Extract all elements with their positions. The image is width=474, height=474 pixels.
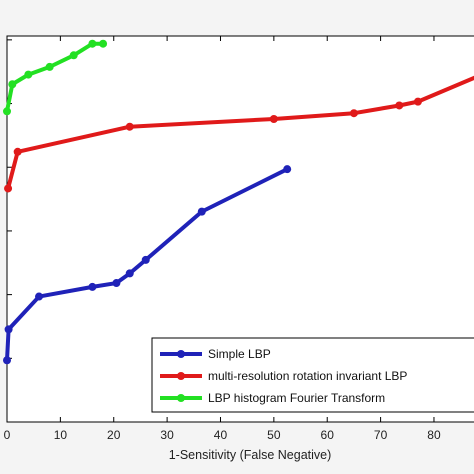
data-point — [24, 70, 33, 79]
data-point — [395, 101, 404, 110]
legend: Simple LBP multi-resolution rotation inva… — [151, 337, 474, 413]
data-point — [8, 80, 17, 89]
series-layer — [3, 39, 474, 365]
data-point — [3, 356, 11, 365]
series-1 — [4, 75, 474, 193]
legend-label: Simple LBP — [208, 347, 271, 361]
legend-item: Simple LBP — [160, 347, 271, 361]
legend-item: multi-resolution rotation invariant LBP — [160, 369, 407, 383]
data-point — [4, 184, 13, 193]
x-tick-label: 0 — [4, 428, 11, 442]
data-point — [349, 109, 358, 118]
data-point — [4, 325, 13, 334]
series-0 — [3, 165, 292, 365]
legend-marker — [177, 350, 185, 358]
data-point — [197, 207, 206, 216]
x-tick-label: 20 — [107, 428, 121, 442]
x-tick-label: 60 — [321, 428, 335, 442]
legend-marker — [177, 372, 185, 380]
x-tick-label: 30 — [160, 428, 174, 442]
x-tick-label: 80 — [427, 428, 441, 442]
data-point — [269, 114, 278, 123]
data-point — [13, 147, 22, 156]
x-tick-label: 70 — [374, 428, 388, 442]
data-point — [413, 97, 422, 106]
data-point — [125, 269, 134, 278]
x-tick-label: 10 — [54, 428, 68, 442]
data-point — [141, 255, 150, 264]
legend-label: multi-resolution rotation invariant LBP — [208, 369, 407, 383]
series-2 — [3, 39, 108, 116]
x-axis-label: 1-Sensitivity (False Negative) — [169, 448, 332, 462]
legend-label: LBP histogram Fourier Transform — [208, 391, 385, 405]
data-point — [112, 279, 121, 288]
data-point — [88, 39, 97, 48]
data-point — [88, 282, 97, 291]
data-point — [69, 51, 78, 60]
data-point — [3, 107, 11, 116]
x-tick-label: 40 — [214, 428, 228, 442]
data-point — [99, 39, 108, 48]
data-point — [35, 292, 44, 301]
data-point — [283, 165, 292, 174]
plot-frame — [6, 35, 474, 423]
legend-item: LBP histogram Fourier Transform — [160, 391, 385, 405]
x-tick-label: 50 — [267, 428, 281, 442]
legend-marker — [177, 394, 185, 402]
data-point — [125, 122, 134, 131]
axes: 0 10 20 30 40 50 60 70 80 — [4, 35, 474, 442]
data-point — [45, 62, 54, 71]
legend-box — [151, 337, 474, 413]
